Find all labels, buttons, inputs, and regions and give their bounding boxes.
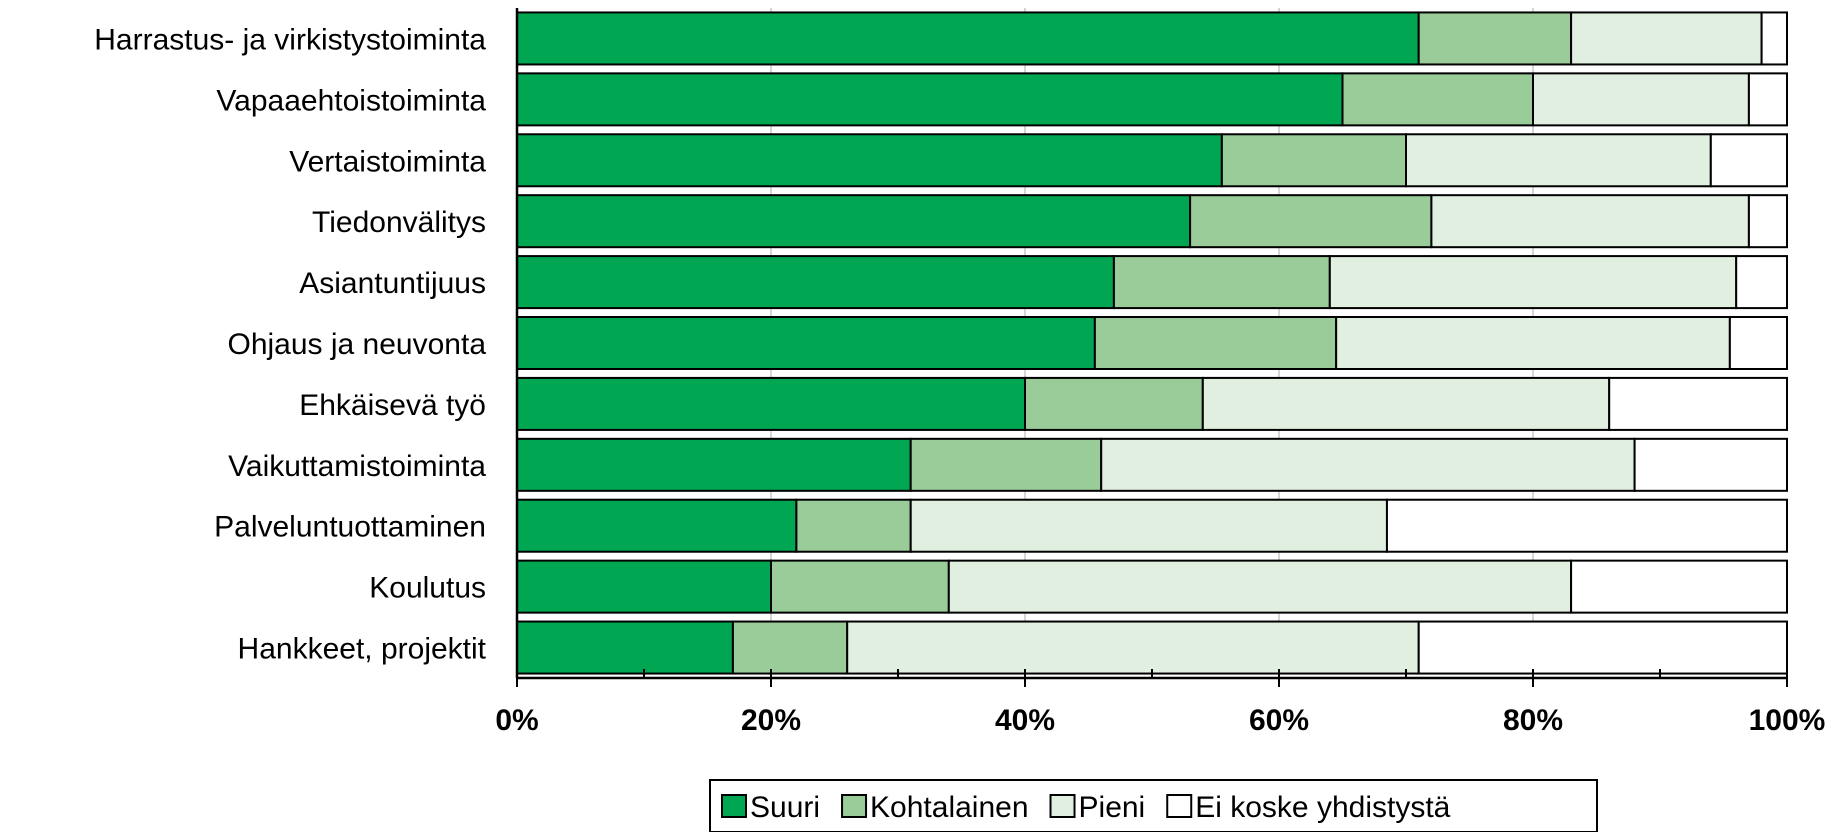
- bar-segment-ei-koske-yhdistyst-: [1747, 72, 1789, 127]
- legend-swatch: [721, 794, 747, 818]
- x-tick-label: 0%: [495, 704, 538, 737]
- category-label: Vertaistoiminta: [289, 145, 486, 178]
- category-label: Koulutus: [369, 572, 486, 605]
- bar-segment-suuri: [516, 72, 1344, 127]
- bar-segment-pieni: [846, 620, 1420, 675]
- bar-segment-suuri: [516, 620, 734, 675]
- bar-segment-ei-koske-yhdistyst-: [1728, 316, 1788, 370]
- x-tick-labels: 0% 20% 40% 60% 80% 100%: [495, 704, 1825, 737]
- bar-segment-kohtalainen: [770, 559, 950, 614]
- bar-segment-kohtalainen: [1093, 316, 1338, 370]
- legend: Suuri Kohtalainen Pieni Ei koske yhdistystä: [709, 779, 1598, 832]
- category-label: Hankkeet, projektit: [238, 633, 487, 666]
- bar-segment-pieni: [1532, 72, 1750, 127]
- bar-segment-pieni: [909, 498, 1388, 553]
- bar-segment-pieni: [1570, 11, 1763, 66]
- bar-segment-kohtalainen: [1189, 194, 1433, 249]
- bar-segment-kohtalainen: [909, 437, 1103, 492]
- bar-segment-kohtalainen: [1341, 72, 1534, 127]
- bars: [516, 11, 1789, 675]
- x-tick-label: 80%: [1503, 704, 1563, 737]
- category-label: Asiantuntijuus: [299, 267, 486, 300]
- bar-segment-pieni: [1328, 255, 1738, 310]
- category-label: Harrastus- ja virkistystoiminta: [94, 23, 486, 56]
- category-label: Ehkäisevä työ: [299, 389, 486, 422]
- legend-item: Pieni: [1049, 791, 1146, 824]
- bar-segment-ei-koske-yhdistyst-: [1417, 620, 1788, 675]
- bar-segment-ei-koske-yhdistyst-: [1709, 133, 1789, 188]
- bar-segment-pieni: [1201, 376, 1611, 431]
- legend-swatch: [1049, 794, 1076, 818]
- bar-segment-suuri: [516, 498, 798, 553]
- bar-segment-suuri: [516, 133, 1223, 188]
- bar-segment-pieni: [1335, 316, 1731, 370]
- x-tick-label: 60%: [1249, 704, 1309, 737]
- category-label: Palveluntuottaminen: [214, 511, 486, 544]
- legend-label: Ei koske yhdistystä: [1195, 791, 1450, 824]
- bar-segment-kohtalainen: [1220, 133, 1407, 188]
- bar-segment-kohtalainen: [1024, 376, 1204, 431]
- legend-label: Suuri: [750, 791, 820, 824]
- bar-segment-suuri: [516, 194, 1192, 249]
- bar-segment-kohtalainen: [1112, 255, 1331, 310]
- bar-segment-pieni: [1405, 133, 1712, 188]
- bar-segment-kohtalainen: [731, 620, 849, 675]
- legend-swatch: [841, 794, 868, 818]
- bar-segment-ei-koske-yhdistyst-: [1608, 376, 1788, 431]
- bar-segment-pieni: [947, 559, 1573, 614]
- legend-label: Pieni: [1079, 791, 1146, 824]
- bar-segment-suuri: [516, 255, 1115, 310]
- x-tick-label: 20%: [741, 704, 801, 737]
- bar-segment-pieni: [1100, 437, 1636, 492]
- legend-label: Kohtalainen: [870, 791, 1028, 824]
- category-labels: Harrastus- ja virkistystoiminta Vapaaehto…: [94, 23, 486, 665]
- legend-item: Ei koske yhdistystä: [1166, 791, 1451, 824]
- legend-swatch: [1166, 794, 1193, 818]
- category-label: Vapaaehtoistoiminta: [216, 84, 486, 117]
- bar-segment-ei-koske-yhdistyst-: [1747, 194, 1789, 249]
- bar-segment-suuri: [516, 316, 1096, 370]
- category-label: Tiedonvälitys: [312, 206, 486, 239]
- bar-segment-kohtalainen: [795, 498, 912, 553]
- bar-segment-ei-koske-yhdistyst-: [1385, 498, 1788, 553]
- bar-segment-suuri: [516, 559, 772, 614]
- bar-segment-suuri: [516, 11, 1420, 66]
- bar-segment-kohtalainen: [1417, 11, 1573, 66]
- category-label: Vaikuttamistoiminta: [228, 450, 486, 483]
- bar-segment-suuri: [516, 376, 1026, 431]
- category-label: Ohjaus ja neuvonta: [227, 328, 486, 361]
- bar-segment-pieni: [1430, 194, 1750, 249]
- bar-segment-ei-koske-yhdistyst-: [1570, 559, 1788, 614]
- bar-segment-suuri: [516, 437, 912, 492]
- bar-segment-ei-koske-yhdistyst-: [1735, 255, 1788, 310]
- axes: [515, 8, 1788, 687]
- x-tick-label: 40%: [995, 704, 1055, 737]
- bar-segment-ei-koske-yhdistyst-: [1633, 437, 1788, 492]
- x-tick-label: 100%: [1749, 704, 1826, 737]
- bar-segment-ei-koske-yhdistyst-: [1760, 11, 1788, 66]
- legend-item: Kohtalainen: [841, 791, 1029, 824]
- legend-item: Suuri: [721, 791, 820, 824]
